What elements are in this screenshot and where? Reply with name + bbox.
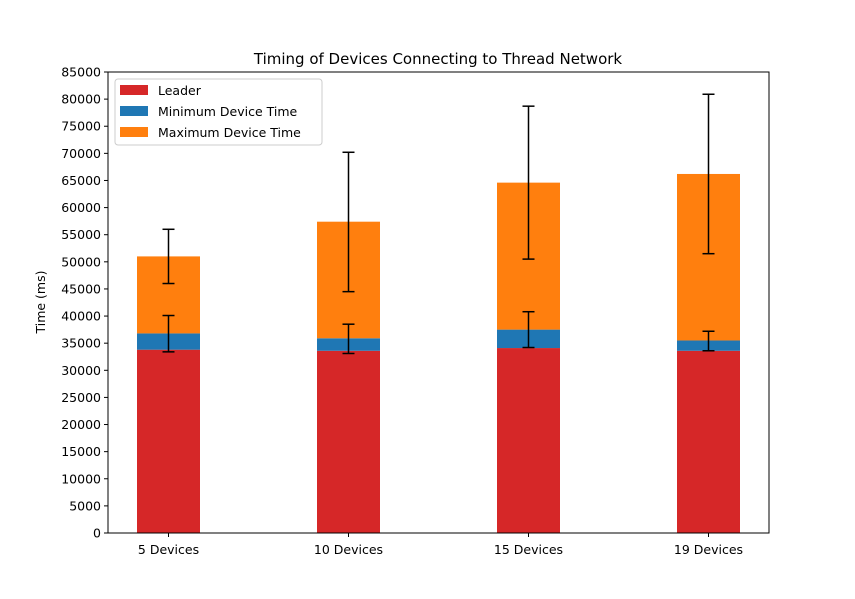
y-tick-label: 15000 bbox=[61, 444, 101, 459]
x-tick-label: 19 Devices bbox=[674, 542, 743, 557]
legend-label-2: Maximum Device Time bbox=[158, 125, 301, 140]
x-tick-label: 5 Devices bbox=[138, 542, 199, 557]
x-tick-label: 10 Devices bbox=[314, 542, 383, 557]
error-bar-minimum-device-time-2 bbox=[522, 310, 535, 349]
chart-title: Timing of Devices Connecting to Thread N… bbox=[253, 50, 623, 68]
y-tick-label: 50000 bbox=[61, 254, 101, 269]
error-bar-maximum-device-time-3 bbox=[702, 93, 715, 255]
y-axis: 0 5000 10000 15000 20000 25000 30000 35000 40000… bbox=[61, 65, 108, 541]
error-bar-minimum-device-time-3 bbox=[702, 330, 715, 352]
y-axis-title: Time (ms) bbox=[33, 270, 48, 334]
legend: Leader Minimum Device Time Maximum Device … bbox=[114, 78, 323, 146]
legend-label-0: Leader bbox=[158, 83, 202, 98]
y-tick-label: 35000 bbox=[61, 336, 101, 351]
error-bar-maximum-device-time-0 bbox=[162, 228, 175, 285]
legend-swatch-1 bbox=[120, 106, 148, 116]
plot-frame bbox=[107, 71, 770, 534]
error-bar-maximum-device-time-1 bbox=[342, 151, 355, 293]
bar-leader-2 bbox=[497, 348, 560, 533]
x-tick-label: 15 Devices bbox=[494, 542, 563, 557]
y-tick-label: 55000 bbox=[61, 227, 101, 242]
legend-label-1: Minimum Device Time bbox=[158, 104, 298, 119]
y-tick-label: 5000 bbox=[69, 498, 101, 513]
y-tick-label: 75000 bbox=[61, 119, 101, 134]
y-tick-label: 45000 bbox=[61, 281, 101, 296]
bar-leader-1 bbox=[317, 350, 380, 533]
y-tick-label: 65000 bbox=[61, 173, 101, 188]
y-tick-label: 20000 bbox=[61, 417, 101, 432]
y-tick-label: 80000 bbox=[61, 92, 101, 107]
legend-box bbox=[114, 78, 323, 146]
y-tick-label: 0 bbox=[93, 526, 101, 541]
y-tick-label: 60000 bbox=[61, 200, 101, 215]
bar-leader-0 bbox=[137, 349, 200, 533]
legend-swatch-0 bbox=[120, 85, 148, 95]
y-tick-label: 70000 bbox=[61, 146, 101, 161]
error-bar-minimum-device-time-0 bbox=[162, 314, 175, 353]
y-tick-label: 40000 bbox=[61, 309, 101, 324]
legend-swatch-2 bbox=[120, 127, 148, 137]
y-tick-label: 30000 bbox=[61, 363, 101, 378]
bars-layer bbox=[137, 173, 740, 533]
y-tick-label: 10000 bbox=[61, 471, 101, 486]
error-bar-maximum-device-time-2 bbox=[522, 105, 535, 260]
error-bars-layer bbox=[162, 93, 715, 355]
error-bar-minimum-device-time-1 bbox=[342, 323, 355, 355]
bar-leader-3 bbox=[677, 350, 740, 533]
y-tick-label: 85000 bbox=[61, 65, 101, 80]
x-axis: 5 Devices 10 Devices 15 Devices 19 Devices bbox=[138, 533, 743, 557]
y-tick-label: 25000 bbox=[61, 390, 101, 405]
